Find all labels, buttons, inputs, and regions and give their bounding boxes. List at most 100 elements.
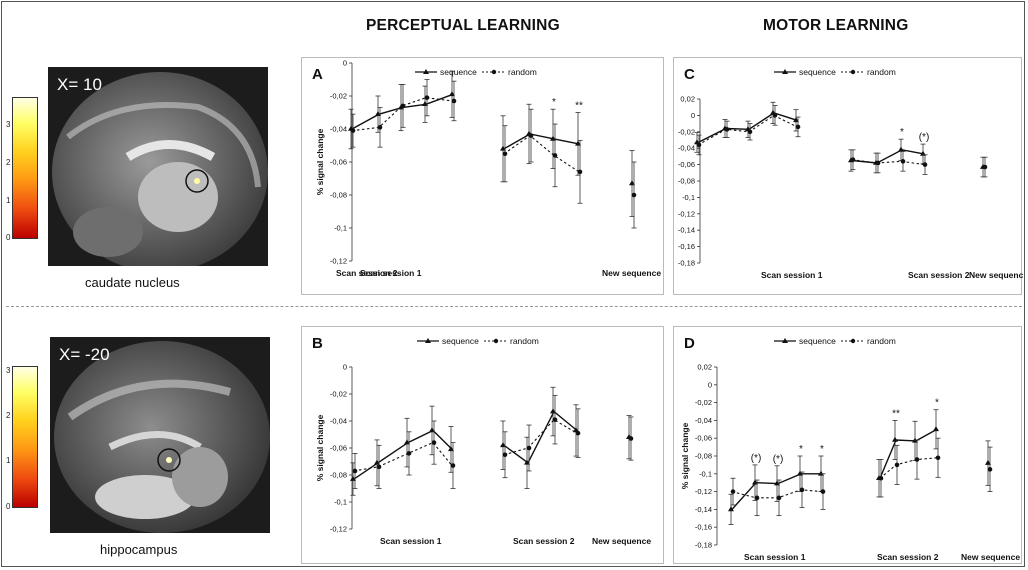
y-tick-label: 0 bbox=[691, 111, 695, 120]
legend-label-sequence: sequence bbox=[799, 67, 836, 77]
y-tick-label: -0,02 bbox=[695, 398, 712, 407]
session-label: Scan session 2 bbox=[336, 268, 398, 278]
data-point-random bbox=[935, 455, 941, 461]
data-point-sequence bbox=[793, 117, 799, 123]
chart-svg: D 0,02 0 -0,02 -0,04 -0,06 -0,08 -0,1 -0,12 -0,14… bbox=[680, 335, 1020, 562]
data-point-sequence bbox=[448, 446, 454, 452]
data-point-random bbox=[528, 133, 534, 138]
region-label-hippocampus: hippocampus bbox=[100, 542, 178, 557]
series-line-sequence bbox=[879, 428, 938, 479]
data-point-random bbox=[754, 495, 760, 501]
series-line-random bbox=[353, 441, 453, 472]
colorbar-tick: 0 bbox=[6, 502, 11, 511]
data-point-random bbox=[776, 495, 782, 501]
data-point-sequence bbox=[500, 145, 506, 151]
y-tick-label: -0,04 bbox=[695, 416, 712, 425]
legend-marker-random bbox=[493, 338, 499, 344]
session-label: Scan session 2 bbox=[513, 536, 575, 546]
series-line-random bbox=[851, 159, 925, 166]
legend-label-random: random bbox=[510, 336, 539, 346]
y-tick-label: 0,02 bbox=[697, 363, 712, 372]
series-line-sequence bbox=[353, 429, 453, 480]
series-line-sequence bbox=[503, 133, 580, 150]
session-label: Scan session 1 bbox=[761, 270, 823, 280]
y-tick-label: -0,16 bbox=[678, 242, 695, 251]
data-point-random bbox=[431, 440, 437, 445]
data-point-sequence bbox=[774, 480, 780, 486]
data-point-random bbox=[406, 451, 412, 456]
data-point-random bbox=[552, 153, 558, 158]
series-line-random bbox=[503, 134, 580, 173]
legend-marker-sequence bbox=[782, 338, 788, 343]
y-tick-label: -0,12 bbox=[695, 487, 712, 496]
brain-slice-caudate bbox=[48, 67, 268, 266]
y-axis-label: % signal change bbox=[315, 414, 325, 481]
y-tick-label: 0 bbox=[343, 363, 347, 372]
data-point-sequence bbox=[728, 506, 734, 512]
y-tick-label: -0,06 bbox=[695, 434, 712, 443]
slice-label-x-20: X= -20 bbox=[59, 345, 110, 364]
colorbar-top bbox=[12, 97, 38, 239]
data-point-random bbox=[878, 475, 884, 481]
y-tick-label: -0,06 bbox=[678, 160, 695, 169]
y-tick-label: -0,12 bbox=[678, 209, 695, 218]
data-point-random bbox=[352, 468, 358, 474]
y-tick-label: -0,14 bbox=[678, 226, 695, 235]
data-point-random bbox=[400, 103, 406, 109]
data-point-random bbox=[377, 125, 383, 130]
data-point-random bbox=[772, 113, 778, 118]
data-point-random bbox=[799, 487, 805, 493]
chart-panel-B: B 0 -0,02 -0,04 -0,06 -0,08 -0,1 -0,12 % signal … bbox=[301, 326, 664, 564]
legend-label-sequence: sequence bbox=[799, 336, 836, 346]
significance-marker: * bbox=[935, 398, 939, 409]
data-point-sequence bbox=[797, 470, 803, 476]
chart-svg: A 0 -0,02 -0,04 -0,06 -0,08 -0,1 -0,12 % signal … bbox=[312, 59, 661, 279]
significance-marker: * bbox=[799, 444, 803, 455]
data-point-random bbox=[987, 467, 993, 472]
y-tick-label: -0,04 bbox=[330, 417, 347, 426]
session-label: Scan session 2 bbox=[908, 270, 970, 280]
y-tick-label: -0,1 bbox=[334, 498, 347, 507]
data-point-sequence bbox=[500, 442, 506, 448]
y-tick-label: -0,12 bbox=[330, 257, 347, 266]
chart-panel-A: A 0 -0,02 -0,04 -0,06 -0,08 -0,1 -0,12 % signal … bbox=[301, 57, 664, 295]
data-point-random bbox=[631, 192, 637, 198]
legend-marker-random bbox=[850, 338, 856, 344]
y-tick-label: 0,02 bbox=[680, 95, 695, 104]
legend-label-sequence: sequence bbox=[440, 67, 477, 77]
data-point-sequence bbox=[422, 101, 428, 107]
significance-marker: (*) bbox=[919, 132, 930, 143]
session-label: New sequence bbox=[592, 536, 651, 546]
session-label: Scan session 2 bbox=[877, 552, 939, 562]
series-line-sequence bbox=[851, 149, 925, 164]
significance-marker: * bbox=[900, 127, 904, 138]
session-label: New sequence bbox=[602, 268, 661, 278]
data-point-sequence bbox=[429, 427, 435, 433]
y-tick-label: -0,06 bbox=[330, 158, 347, 167]
data-point-sequence bbox=[985, 459, 991, 465]
data-point-random bbox=[424, 95, 430, 100]
data-point-random bbox=[696, 142, 702, 148]
y-axis-label: % signal change bbox=[680, 422, 690, 489]
data-point-random bbox=[451, 98, 457, 104]
data-point-random bbox=[730, 489, 736, 494]
panel-letter: D bbox=[684, 335, 695, 352]
data-point-sequence bbox=[375, 110, 381, 116]
significance-marker: ** bbox=[575, 101, 583, 112]
significance-marker: (*) bbox=[751, 453, 762, 464]
y-tick-label: -0,02 bbox=[330, 390, 347, 399]
data-point-random bbox=[350, 128, 356, 133]
panel-letter: B bbox=[312, 335, 323, 352]
y-tick-label: -0,16 bbox=[695, 523, 712, 532]
data-point-random bbox=[526, 445, 532, 451]
y-tick-label: -0,06 bbox=[330, 444, 347, 453]
y-tick-label: -0,12 bbox=[330, 525, 347, 534]
y-tick-label: -0,02 bbox=[678, 127, 695, 136]
legend-marker-sequence bbox=[423, 69, 429, 74]
series-line-random bbox=[351, 97, 454, 132]
chart-panel-D: D 0,02 0 -0,02 -0,04 -0,06 -0,08 -0,1 -0,12 -0,14… bbox=[673, 326, 1022, 564]
significance-marker: (*) bbox=[773, 454, 784, 465]
perceptual-learning-title: PERCEPTUAL LEARNING bbox=[366, 17, 560, 34]
data-point-random bbox=[922, 162, 928, 167]
data-point-random bbox=[552, 417, 558, 422]
